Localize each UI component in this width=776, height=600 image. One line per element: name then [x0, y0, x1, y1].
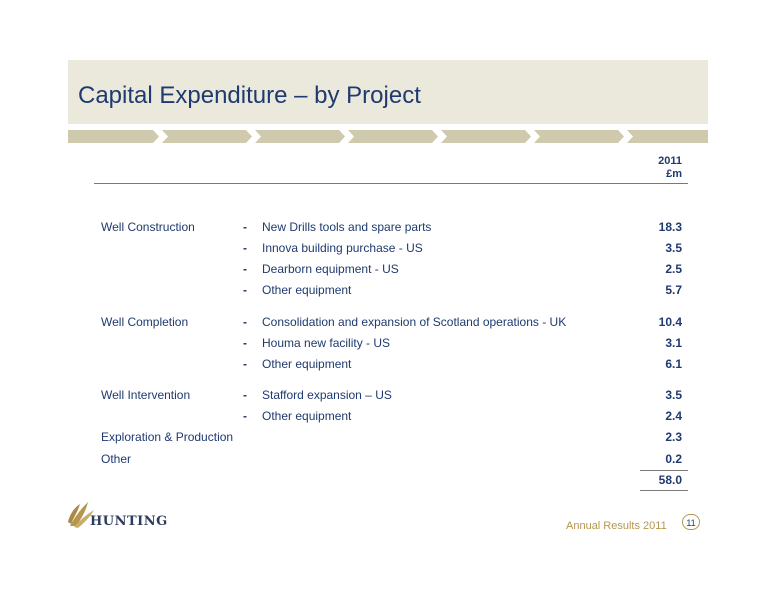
row-value: 5.7	[665, 283, 682, 297]
total-rule-bottom	[640, 490, 688, 491]
row-item: Other equipment	[262, 357, 352, 371]
total-value: 58.0	[658, 473, 682, 487]
brand-name: HUNTING	[90, 514, 168, 529]
column-header-unit: £m	[666, 168, 682, 180]
table-row: Well Construction - New Drills tools and…	[0, 220, 776, 238]
row-dash: -	[243, 388, 247, 402]
row-category: Other	[101, 452, 132, 466]
table-row: Well Completion - Consolidation and expa…	[0, 315, 776, 333]
row-dash: -	[243, 315, 247, 329]
row-value: 2.5	[665, 262, 682, 276]
table-row: Other 0.2	[0, 452, 776, 470]
row-value: 18.3	[658, 220, 682, 234]
row-category: Well Intervention	[101, 388, 191, 402]
row-item: Stafford expansion – US	[262, 388, 392, 402]
chevron-bar	[68, 130, 708, 143]
row-category: Well Completion	[101, 315, 189, 329]
row-value: 3.1	[665, 336, 682, 350]
row-value: 2.3	[665, 430, 682, 444]
table-row: Well Intervention - Stafford expansion –…	[0, 388, 776, 406]
row-dash: -	[243, 336, 247, 350]
row-dash: -	[243, 283, 247, 297]
row-dash: -	[243, 357, 247, 371]
row-item: Houma new facility - US	[262, 336, 391, 350]
row-item: Other equipment	[262, 283, 352, 297]
row-item: Dearborn equipment - US	[262, 262, 399, 276]
row-category: Well Construction	[101, 220, 195, 234]
row-item: Consolidation and expansion of Scotland …	[262, 315, 567, 329]
row-dash: -	[243, 241, 247, 255]
table-row: - Other equipment 2.4	[0, 409, 776, 427]
total-row: 58.0	[0, 473, 776, 491]
column-header-year: 2011	[658, 155, 682, 167]
table-row: - Innova building purchase - US 3.5	[0, 241, 776, 259]
row-item: New Drills tools and spare parts	[262, 220, 432, 234]
page-number: 11	[682, 514, 700, 530]
row-value: 3.5	[665, 241, 682, 255]
row-value: 6.1	[665, 357, 682, 371]
table-row: - Other equipment 5.7	[0, 283, 776, 301]
table-row: - Other equipment 6.1	[0, 357, 776, 375]
row-item: Innova building purchase - US	[262, 241, 423, 255]
total-rule-top	[640, 470, 688, 471]
slide-title: Capital Expenditure – by Project	[78, 82, 421, 109]
row-item: Other equipment	[262, 409, 352, 423]
row-dash: -	[243, 262, 247, 276]
title-band	[68, 60, 708, 124]
row-dash: -	[243, 220, 247, 234]
footer-label: Annual Results 2011	[566, 520, 667, 532]
row-value: 10.4	[658, 315, 682, 329]
header-rule	[94, 183, 688, 184]
row-category: Exploration & Production	[101, 430, 234, 444]
hunting-logo-icon	[68, 502, 94, 528]
table-row: - Houma new facility - US 3.1	[0, 336, 776, 354]
row-value: 2.4	[665, 409, 682, 423]
row-value: 0.2	[665, 452, 682, 466]
table-row: - Dearborn equipment - US 2.5	[0, 262, 776, 280]
row-dash: -	[243, 409, 247, 423]
row-value: 3.5	[665, 388, 682, 402]
table-row: Exploration & Production 2.3	[0, 430, 776, 448]
